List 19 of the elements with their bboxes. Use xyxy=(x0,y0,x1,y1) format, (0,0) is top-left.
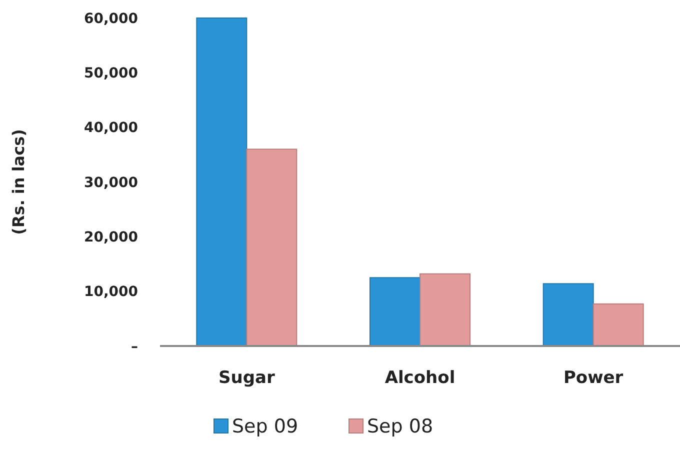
bar xyxy=(420,273,470,346)
bar xyxy=(246,148,298,346)
y-tick-label: 10,000 xyxy=(84,284,138,300)
bar xyxy=(370,277,420,346)
y-tick-label: 60,000 xyxy=(84,10,138,27)
x-tick-label: Power xyxy=(563,368,624,388)
bar xyxy=(592,303,644,346)
y-tick-label: 40,000 xyxy=(84,120,138,136)
y-tick-label: – xyxy=(131,338,138,355)
bar xyxy=(542,283,594,346)
y-axis-title: (Rs. in lacs) xyxy=(9,129,28,235)
x-tick-label: Sugar xyxy=(218,368,276,388)
bar xyxy=(196,18,248,346)
legend-label: Sep 08 xyxy=(367,416,434,438)
x-tick-label: Alcohol xyxy=(384,368,456,388)
y-tick-label: 50,000 xyxy=(84,66,138,82)
y-tick-label: 20,000 xyxy=(84,230,138,246)
legend-label: Sep 09 xyxy=(232,416,298,438)
y-tick-label: 30,000 xyxy=(84,174,138,191)
